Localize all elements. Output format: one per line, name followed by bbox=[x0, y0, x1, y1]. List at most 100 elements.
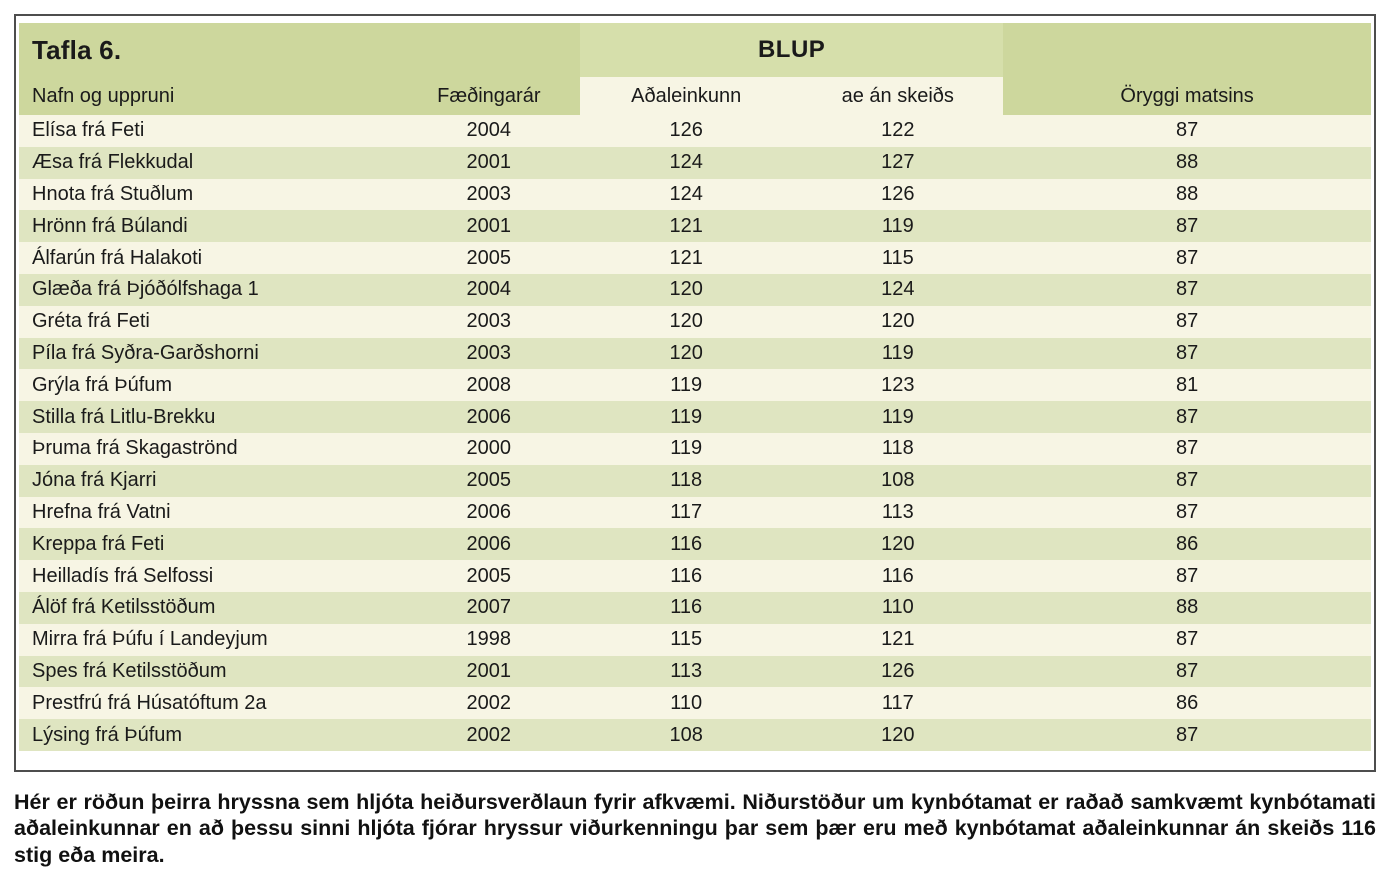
cell-adaleinkunn: 119 bbox=[670, 373, 703, 396]
cell-ae-an-skeids: 123 bbox=[881, 373, 915, 396]
cell-birth-year: 2005 bbox=[466, 564, 512, 587]
cell-oryggi-matsins: 88 bbox=[1175, 182, 1199, 205]
cell-ae-an-skeids: 120 bbox=[881, 310, 915, 333]
cell-oryggi-matsins: 87 bbox=[1175, 469, 1199, 492]
cell-adaleinkunn: 113 bbox=[670, 659, 703, 682]
cell-birth-year: 2003 bbox=[466, 310, 512, 333]
cell-birth-year: 2006 bbox=[466, 532, 512, 555]
table-row: Hrönn frá Búlandi 2001 121 119 87 bbox=[19, 210, 1371, 243]
cell-birth-year: 2001 bbox=[466, 214, 512, 237]
cell-ae-an-skeids: 124 bbox=[881, 278, 915, 301]
table-6-frame: Tafla 6. BLUP Nafn og uppruni Fæðingarár… bbox=[14, 14, 1376, 772]
cell-birth-year: 2004 bbox=[466, 278, 512, 301]
column-header-birth-year: Fæðingarár bbox=[397, 77, 581, 115]
cell-birth-year: 2007 bbox=[466, 596, 512, 619]
cell-name: Hnota frá Stuðlum bbox=[32, 182, 194, 205]
table-row: Prestfrú frá Húsatóftum 2a 2002 110 117 86 bbox=[19, 687, 1371, 720]
cell-ae-an-skeids: 122 bbox=[881, 119, 915, 142]
column-header-ae-an-skeids: ae án skeiðs bbox=[792, 77, 1004, 115]
cell-adaleinkunn: 110 bbox=[670, 691, 703, 714]
group-header-spacer bbox=[1003, 23, 1371, 77]
cell-ae-an-skeids: 119 bbox=[881, 405, 914, 428]
cell-name: Jóna frá Kjarri bbox=[32, 469, 157, 492]
cell-adaleinkunn: 121 bbox=[669, 214, 703, 237]
table-row: Þruma frá Skagaströnd 2000 119 118 87 bbox=[19, 432, 1371, 465]
table-row: Heilladís frá Selfossi 2005 116 116 87 bbox=[19, 560, 1371, 592]
cell-birth-year: 2001 bbox=[466, 151, 512, 174]
cell-ae-an-skeids: 126 bbox=[881, 182, 915, 205]
column-header-row: Nafn og uppruni Fæðingarár Aðaleinkunn a… bbox=[19, 77, 1371, 115]
cell-ae-an-skeids: 110 bbox=[881, 596, 914, 619]
cell-ae-an-skeids: 113 bbox=[881, 500, 914, 523]
table-row: Glæða frá Þjóðólfshaga 1 2004 120 124 87 bbox=[19, 273, 1371, 306]
cell-adaleinkunn: 116 bbox=[670, 564, 703, 587]
cell-adaleinkunn: 120 bbox=[669, 310, 703, 333]
cell-ae-an-skeids: 127 bbox=[881, 151, 915, 174]
cell-oryggi-matsins: 87 bbox=[1175, 723, 1199, 746]
cell-oryggi-matsins: 87 bbox=[1175, 659, 1199, 682]
cell-birth-year: 2006 bbox=[466, 405, 512, 428]
cell-oryggi-matsins: 87 bbox=[1175, 341, 1199, 364]
cell-oryggi-matsins: 81 bbox=[1175, 373, 1199, 396]
cell-oryggi-matsins: 88 bbox=[1175, 596, 1199, 619]
cell-ae-an-skeids: 121 bbox=[881, 628, 915, 651]
cell-ae-an-skeids: 115 bbox=[881, 246, 914, 269]
cell-name: Elísa frá Feti bbox=[32, 119, 145, 142]
cell-name: Æsa frá Flekkudal bbox=[32, 151, 194, 174]
cell-name: Hrönn frá Búlandi bbox=[32, 214, 188, 237]
cell-name: Álfarún frá Halakoti bbox=[32, 246, 203, 269]
cell-oryggi-matsins: 86 bbox=[1175, 691, 1199, 714]
cell-name: Píla frá Syðra-Garðshorni bbox=[32, 341, 259, 364]
cell-adaleinkunn: 124 bbox=[669, 151, 703, 174]
cell-ae-an-skeids: 126 bbox=[881, 659, 915, 682]
cell-ae-an-skeids: 117 bbox=[881, 691, 914, 714]
cell-ae-an-skeids: 108 bbox=[881, 469, 915, 492]
cell-oryggi-matsins: 87 bbox=[1175, 214, 1199, 237]
cell-ae-an-skeids: 118 bbox=[881, 437, 914, 460]
cell-adaleinkunn: 126 bbox=[669, 119, 703, 142]
cell-name: Gréta frá Feti bbox=[32, 310, 150, 333]
cell-adaleinkunn: 115 bbox=[670, 628, 703, 651]
cell-birth-year: 1998 bbox=[466, 628, 512, 651]
table-row: Stilla frá Litlu-Brekku 2006 119 119 87 bbox=[19, 401, 1371, 433]
cell-oryggi-matsins: 86 bbox=[1175, 532, 1199, 555]
cell-birth-year: 2002 bbox=[466, 691, 512, 714]
table-row: Lýsing frá Þúfum 2002 108 120 87 bbox=[19, 719, 1371, 751]
column-header-adaleinkunn: Aðaleinkunn bbox=[580, 77, 793, 115]
cell-adaleinkunn: 116 bbox=[670, 532, 703, 555]
table-row: Elísa frá Feti 2004 126 122 87 bbox=[19, 115, 1371, 147]
cell-adaleinkunn: 116 bbox=[670, 596, 703, 619]
cell-ae-an-skeids: 116 bbox=[881, 564, 914, 587]
cell-birth-year: 2004 bbox=[466, 119, 512, 142]
table-row: Grýla frá Þúfum 2008 119 123 81 bbox=[19, 369, 1371, 402]
cell-birth-year: 2000 bbox=[466, 437, 512, 460]
table-body: Elísa frá Feti 2004 126 122 87 Æsa frá Flekku… bbox=[19, 115, 1371, 751]
cell-oryggi-matsins: 88 bbox=[1175, 151, 1199, 174]
cell-name: Prestfrú frá Húsatóftum 2a bbox=[32, 691, 267, 714]
cell-name: Heilladís frá Selfossi bbox=[32, 564, 214, 587]
table-row: Mirra frá Þúfu í Landeyjum 1998 115 121 87 bbox=[19, 623, 1371, 656]
cell-name: Mirra frá Þúfu í Landeyjum bbox=[32, 628, 268, 651]
cell-oryggi-matsins: 87 bbox=[1175, 246, 1199, 269]
cell-oryggi-matsins: 87 bbox=[1175, 405, 1199, 428]
cell-adaleinkunn: 119 bbox=[670, 405, 703, 428]
table-row: Álfarún frá Halakoti 2005 121 115 87 bbox=[19, 242, 1371, 274]
blup-group-header: BLUP bbox=[580, 23, 1004, 77]
cell-adaleinkunn: 120 bbox=[669, 341, 703, 364]
table-row: Hnota frá Stuðlum 2003 124 126 88 bbox=[19, 178, 1371, 211]
cell-name: Lýsing frá Þúfum bbox=[32, 723, 183, 746]
cell-birth-year: 2005 bbox=[466, 246, 512, 269]
cell-ae-an-skeids: 120 bbox=[881, 532, 915, 555]
cell-oryggi-matsins: 87 bbox=[1175, 500, 1199, 523]
group-header-row: Tafla 6. BLUP bbox=[19, 23, 1371, 77]
cell-birth-year: 2003 bbox=[466, 341, 512, 364]
cell-ae-an-skeids: 120 bbox=[881, 723, 915, 746]
cell-adaleinkunn: 108 bbox=[669, 723, 703, 746]
cell-adaleinkunn: 118 bbox=[670, 469, 703, 492]
table-row: Gréta frá Feti 2003 120 120 87 bbox=[19, 305, 1371, 338]
cell-birth-year: 2008 bbox=[466, 373, 512, 396]
cell-name: Spes frá Ketilsstöðum bbox=[32, 659, 227, 682]
cell-name: Grýla frá Þúfum bbox=[32, 373, 173, 396]
cell-ae-an-skeids: 119 bbox=[881, 214, 914, 237]
